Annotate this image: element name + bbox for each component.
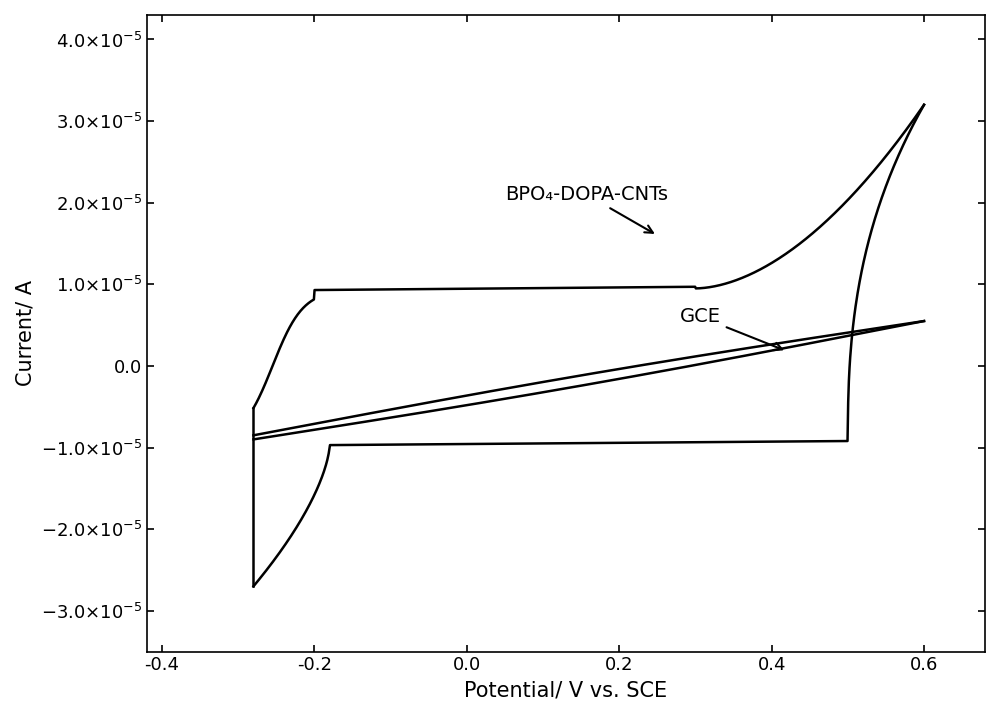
Text: BPO₄-DOPA-CNTs: BPO₄-DOPA-CNTs (505, 185, 668, 233)
Y-axis label: Current/ A: Current/ A (15, 280, 35, 386)
Text: GCE: GCE (680, 307, 782, 350)
X-axis label: Potential/ V vs. SCE: Potential/ V vs. SCE (464, 680, 667, 700)
